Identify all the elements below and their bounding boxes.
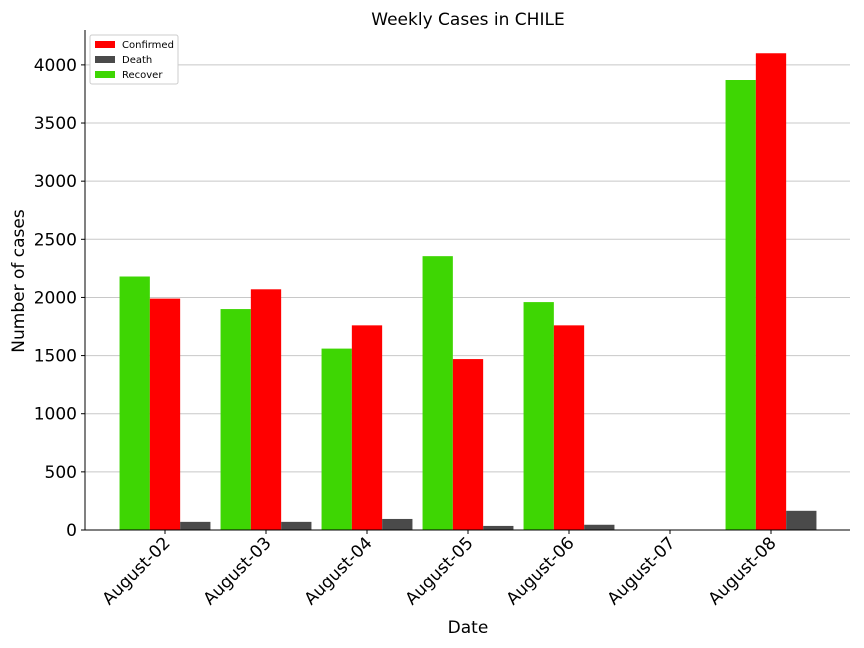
x-tick-label: August-05 — [402, 533, 478, 609]
bars — [119, 53, 817, 531]
bar-confirmed-august-08 — [755, 53, 787, 531]
chart-title: Weekly Cases in CHILE — [371, 10, 564, 30]
bar-recover-august-04 — [321, 348, 352, 530]
x-tick-label: August-03 — [200, 533, 276, 609]
legend-label-death: Death — [122, 55, 152, 66]
y-tick-label: 2000 — [34, 288, 77, 308]
y-axis-label: Number of cases — [9, 209, 29, 353]
y-tick-label: 3500 — [34, 114, 77, 134]
y-tick-label: 3000 — [34, 172, 77, 192]
y-ticks: 0 500 1000 1500 2000 2500 3000 3500 4000 — [34, 56, 85, 541]
grid — [85, 64, 850, 473]
bar-death-august-06 — [584, 524, 615, 530]
y-tick-label: 2500 — [34, 230, 77, 250]
bar-death-august-03 — [281, 521, 312, 530]
bar-death-august-08 — [786, 510, 817, 530]
y-tick-label: 1500 — [34, 347, 77, 367]
bar-confirmed-august-05 — [452, 359, 484, 530]
legend-swatch-death — [95, 56, 115, 63]
x-ticks: August-02 August-03 August-04 August-05 Augu… — [99, 530, 781, 609]
x-tick-label: August-07 — [604, 533, 680, 609]
x-tick-label: August-08 — [705, 533, 781, 609]
bar-recover-august-03 — [220, 309, 251, 530]
y-tick-label: 1000 — [34, 405, 77, 425]
legend-label-confirmed: Confirmed — [122, 40, 174, 51]
bar-recover-august-08 — [725, 80, 756, 530]
legend-swatch-recover — [95, 71, 115, 78]
x-axis-label: Date — [448, 618, 489, 638]
bar-recover-august-02 — [119, 276, 150, 530]
bar-death-august-02 — [180, 521, 211, 530]
bar-confirmed-august-04 — [351, 325, 383, 530]
bar-recover-august-06 — [523, 302, 554, 530]
bar-confirmed-august-02 — [149, 298, 181, 530]
bar-confirmed-august-06 — [553, 325, 585, 530]
bar-death-august-05 — [483, 525, 514, 530]
bar-confirmed-august-03 — [250, 289, 282, 530]
bar-recover-august-05 — [422, 256, 453, 530]
x-tick-label: August-02 — [99, 533, 175, 609]
x-tick-label: August-04 — [301, 533, 377, 609]
legend: Confirmed Death Recover — [89, 34, 179, 85]
y-tick-label: 4000 — [34, 56, 77, 76]
bar-death-august-04 — [382, 518, 413, 530]
x-tick-label: August-06 — [503, 533, 579, 609]
y-tick-label: 0 — [66, 521, 77, 541]
y-tick-label: 500 — [45, 463, 77, 483]
legend-label-recover: Recover — [122, 70, 163, 81]
legend-swatch-confirmed — [95, 41, 115, 48]
